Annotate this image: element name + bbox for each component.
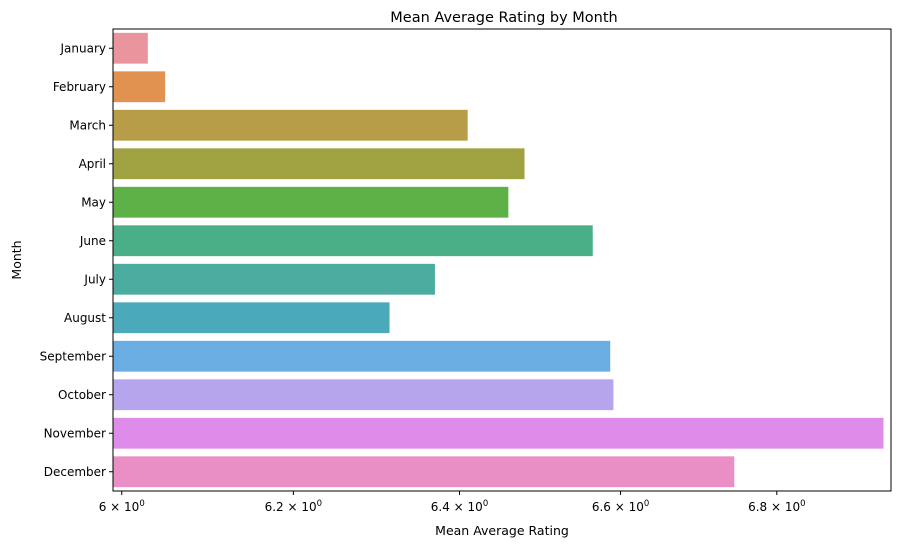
bar-february — [113, 71, 166, 103]
bar-november — [113, 417, 884, 449]
y-tick-label: October — [58, 388, 106, 402]
y-tick-label: May — [81, 195, 106, 209]
x-tick-label: 6.4 × 100 — [431, 499, 488, 514]
bar-august — [113, 302, 390, 334]
y-tick-label: June — [79, 234, 106, 248]
x-tick-label: 6 × 100 — [99, 499, 145, 514]
y-axis-title: Month — [9, 240, 24, 279]
bar-march — [113, 109, 468, 141]
x-tick-label: 6.8 × 100 — [748, 499, 805, 514]
chart-title: Mean Average Rating by Month — [390, 10, 617, 26]
y-tick-label: March — [69, 118, 106, 132]
y-tick-label: December — [44, 465, 106, 479]
bar-january — [113, 32, 148, 64]
y-tick-label: September — [40, 349, 106, 363]
x-tick-label: 6.2 × 100 — [265, 499, 322, 514]
plot-frame — [112, 28, 892, 492]
bar-june — [113, 225, 593, 257]
y-tick-label: July — [83, 272, 106, 286]
bar-may — [113, 186, 509, 218]
bar-april — [113, 148, 525, 180]
y-tick-label: November — [44, 426, 106, 440]
x-ticks-group: 6 × 100 6.2 × 100 6.4 × 100 6.6 × 100 6.8 × … — [99, 491, 806, 514]
bar-july — [113, 263, 435, 295]
y-tick-label: February — [53, 80, 106, 94]
bar-december — [113, 456, 735, 488]
bar-october — [113, 379, 614, 411]
y-tick-label: April — [79, 157, 106, 171]
y-tick-label: January — [60, 41, 107, 55]
x-axis-title: Mean Average Rating — [435, 523, 569, 538]
bars-group — [113, 32, 884, 488]
bar-september — [113, 340, 611, 372]
y-ticks-group: January February March April May June July Augu… — [40, 41, 113, 479]
x-tick-label: 6.6 × 100 — [592, 499, 649, 514]
y-tick-label: August — [64, 311, 106, 325]
